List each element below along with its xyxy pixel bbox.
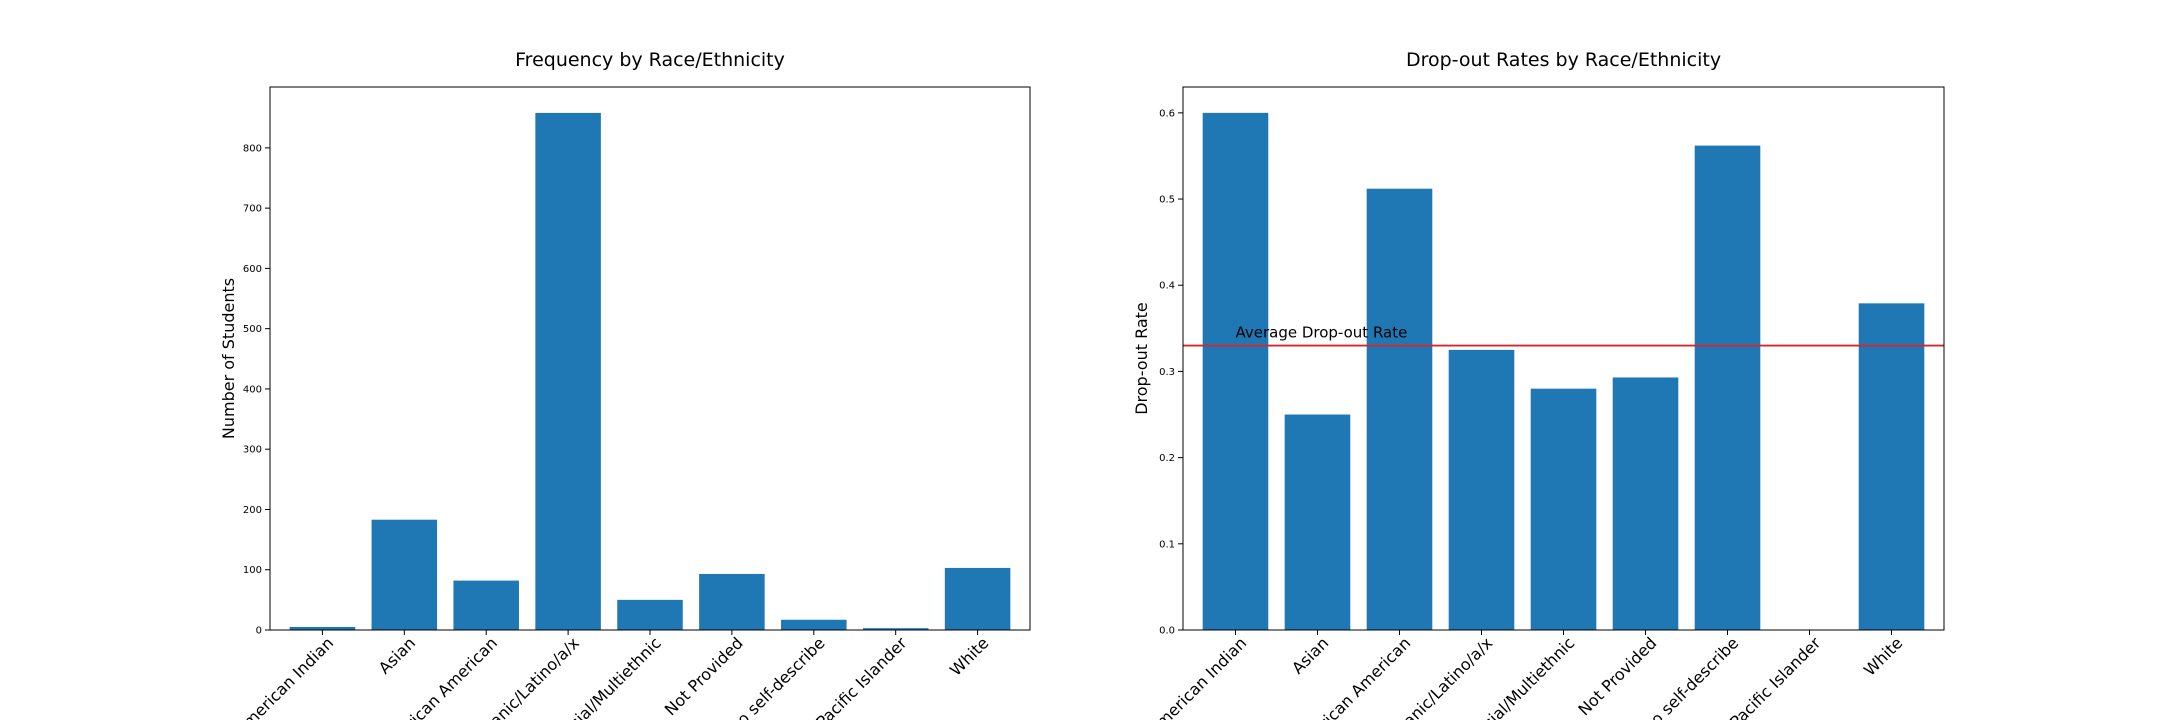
axes-frame [269, 86, 1031, 631]
x-tick-label: Asian [375, 633, 419, 677]
bar [1366, 188, 1433, 630]
x-tick-label: Not Provided [1574, 633, 1660, 719]
bar [1530, 388, 1597, 630]
x-tick-label: Not Provided [661, 633, 747, 719]
axes-frame [1182, 86, 1945, 631]
bar [944, 567, 1011, 630]
x-tick-label: American Indian [1144, 633, 1250, 720]
y-tick-label: 0 [256, 626, 262, 637]
chart-title: Drop-out Rates by Race/Ethnicity [1406, 49, 1721, 71]
x-tick-label: White [946, 633, 992, 679]
y-tick-label: 800 [243, 143, 262, 154]
y-tick-label: 200 [243, 505, 262, 516]
y-axis-label: Drop-out Rate [1132, 302, 1151, 415]
bar [453, 580, 519, 630]
bar [617, 599, 683, 630]
y-tick-label: 300 [243, 445, 262, 456]
bar [781, 619, 847, 630]
bar [1858, 303, 1925, 630]
chart: Drop-out Rates by Race/Ethnicity Drop-out… [1132, 49, 1945, 720]
y-tick-label: 0.3 [1159, 367, 1175, 378]
y-tick-label: 500 [243, 324, 262, 335]
y-tick-label: 0.1 [1159, 539, 1175, 550]
bar [1694, 145, 1761, 630]
bar [371, 519, 438, 630]
x-tick-label: American Indian [231, 633, 337, 720]
bar [1612, 377, 1679, 630]
y-tick-label: 100 [243, 565, 262, 576]
x-tick-label: White [1860, 633, 1906, 679]
chart-title: Frequency by Race/Ethnicity [515, 49, 785, 71]
y-tick-label: 0.4 [1159, 281, 1175, 292]
y-tick-label: 0.2 [1159, 453, 1175, 464]
y-tick-label: 0.0 [1159, 626, 1175, 637]
y-tick-label: 600 [243, 264, 262, 275]
y-tick-label: 400 [243, 384, 262, 395]
average-label: Average Drop-out Rate [1235, 324, 1407, 342]
bar [289, 626, 356, 630]
chart: Frequency by Race/Ethnicity Number of Stu… [219, 49, 1031, 720]
bar [862, 628, 929, 630]
x-tick-label: Asian [1288, 633, 1332, 677]
bar [1202, 112, 1269, 631]
bar [535, 112, 601, 630]
bar [1284, 414, 1351, 630]
y-tick-label: 0.6 [1159, 108, 1175, 119]
y-tick-label: 0.5 [1159, 195, 1175, 206]
bar [1448, 349, 1515, 630]
bar [699, 573, 765, 630]
y-tick-label: 700 [243, 204, 262, 215]
y-axis-label: Number of Students [219, 278, 238, 439]
